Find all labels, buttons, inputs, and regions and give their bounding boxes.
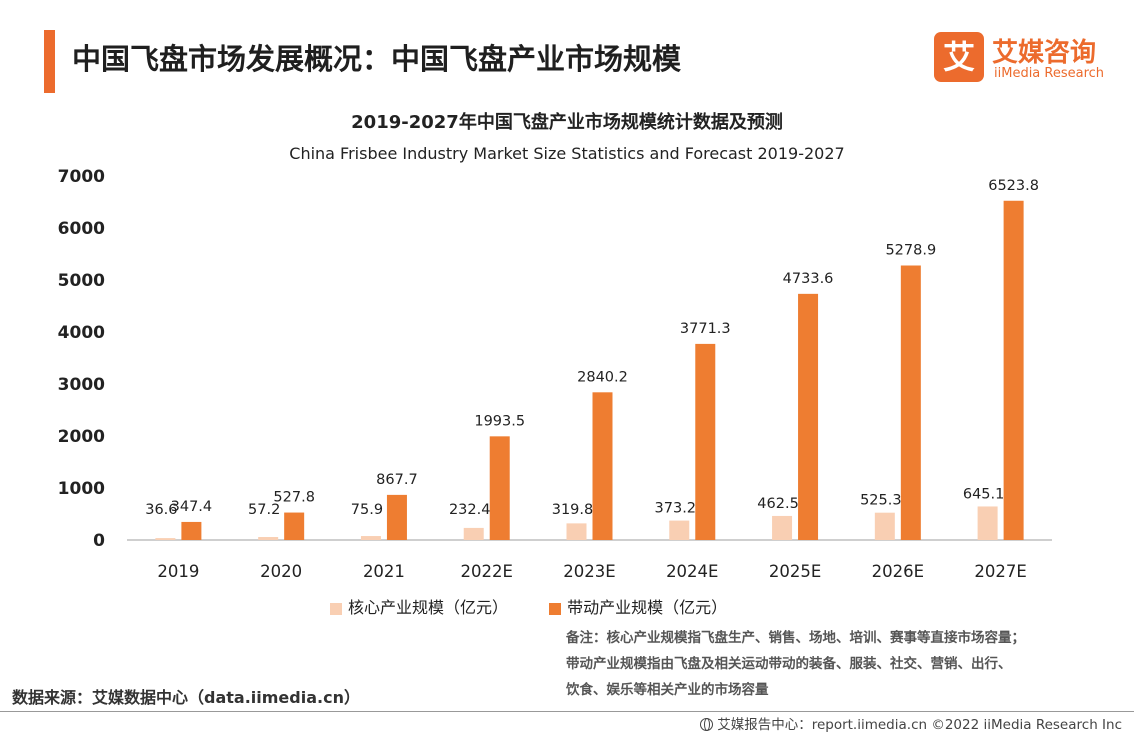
bar-driven xyxy=(181,521,202,540)
bar-core xyxy=(258,537,279,540)
data-label-driven: 527.8 xyxy=(273,490,315,506)
data-label-core: 373.2 xyxy=(655,501,697,517)
bar-driven xyxy=(489,436,510,540)
legend-swatch-driven xyxy=(549,602,562,615)
data-label-core: 75.9 xyxy=(351,502,383,518)
data-label-driven: 1993.5 xyxy=(474,413,525,429)
bar-driven xyxy=(1003,200,1024,541)
bar-driven xyxy=(798,293,819,540)
data-label-driven: 3771.3 xyxy=(680,321,731,337)
bar-core xyxy=(463,527,484,540)
data-label-driven: 347.4 xyxy=(171,499,213,515)
bar-driven xyxy=(900,265,921,540)
data-label-driven: 5278.9 xyxy=(885,242,936,258)
y-tick-label: 7000 xyxy=(58,167,105,187)
page-title: 中国飞盘市场发展概况：中国飞盘产业市场规模 xyxy=(72,42,682,76)
footer-divider xyxy=(0,711,1134,712)
logo-name-en: iiMedia Research xyxy=(994,66,1105,81)
bar-core xyxy=(977,506,998,540)
legend-label-core: 核心产业规模（亿元） xyxy=(348,598,509,617)
bar-core xyxy=(360,536,381,540)
bar-driven xyxy=(386,494,407,540)
data-label-core: 57.2 xyxy=(248,502,280,518)
x-tick-label: 2023E xyxy=(563,562,615,581)
y-tick-label: 2000 xyxy=(58,427,105,447)
chart-note: 备注：核心产业规模指飞盘生产、销售、场地、培训、赛事等直接市场容量； 带动产业规… xyxy=(566,625,1126,703)
data-label-core: 36.6 xyxy=(145,502,177,518)
globe-icon xyxy=(700,718,714,731)
y-tick-label: 5000 xyxy=(58,271,105,291)
title-accent-bar xyxy=(44,30,55,93)
data-label-core: 645.1 xyxy=(963,486,1005,502)
legend-item-driven: 带动产业规模（亿元） xyxy=(549,594,727,618)
logo-mark-icon: 艾 xyxy=(934,32,984,82)
data-label-driven: 867.7 xyxy=(376,472,418,488)
bar-driven xyxy=(284,512,305,540)
y-tick-label: 4000 xyxy=(58,323,105,343)
iimedia-logo: 艾 艾媒咨询 iiMedia Research xyxy=(934,32,1104,88)
chart-subtitle: China Frisbee Industry Market Size Stati… xyxy=(289,144,845,163)
y-tick-label: 0 xyxy=(93,531,105,551)
data-label-driven: 6523.8 xyxy=(988,178,1039,194)
bar-core xyxy=(874,512,895,540)
legend-item-core: 核心产业规模（亿元） xyxy=(330,594,508,618)
logo-name-cn: 艾媒咨询 xyxy=(992,38,1097,68)
data-label-core: 232.4 xyxy=(449,502,491,518)
bar-core xyxy=(155,538,176,540)
x-tick-label: 2027E xyxy=(974,562,1026,581)
data-label-driven: 2840.2 xyxy=(577,369,628,385)
bar-core xyxy=(772,515,793,540)
chart-legend: 核心产业规模（亿元） 带动产业规模（亿元） xyxy=(330,594,763,618)
y-tick-label: 6000 xyxy=(58,219,105,239)
x-tick-label: 2019 xyxy=(157,562,199,581)
bar-driven xyxy=(695,343,716,540)
x-tick-label: 2020 xyxy=(260,562,302,581)
y-tick-label: 1000 xyxy=(58,479,105,499)
note-line: 备注：核心产业规模指飞盘生产、销售、场地、培训、赛事等直接市场容量； xyxy=(566,630,1025,646)
x-tick-label: 2026E xyxy=(872,562,924,581)
note-line: 带动产业规模指由飞盘及相关运动带动的装备、服装、社交、营销、出行、 xyxy=(566,656,1012,672)
data-source: 数据来源：艾媒数据中心（data.iimedia.cn） xyxy=(12,688,360,707)
legend-swatch-core xyxy=(330,602,342,615)
x-tick-label: 2024E xyxy=(666,562,718,581)
chart-title: 2019-2027年中国飞盘产业市场规模统计数据及预测 xyxy=(351,112,783,133)
footer-text: 艾媒报告中心：report.iimedia.cn ©2022 iiMedia R… xyxy=(717,717,1122,733)
footer: 艾媒报告中心：report.iimedia.cn ©2022 iiMedia R… xyxy=(700,713,1122,733)
data-label-core: 319.8 xyxy=(552,502,594,518)
x-tick-label: 2021 xyxy=(363,562,405,581)
data-label-core: 525.3 xyxy=(860,493,902,509)
note-line: 饮食、娱乐等相关产业的市场容量 xyxy=(566,682,769,698)
x-tick-label: 2025E xyxy=(769,562,821,581)
bar-core xyxy=(669,520,690,540)
bar-driven xyxy=(592,392,613,540)
data-label-driven: 4733.6 xyxy=(783,271,834,287)
x-tick-label: 2022E xyxy=(461,562,513,581)
y-tick-label: 3000 xyxy=(58,375,105,395)
bar-core xyxy=(566,523,587,540)
data-label-core: 462.5 xyxy=(757,496,799,512)
legend-label-driven: 带动产业规模（亿元） xyxy=(567,598,728,617)
